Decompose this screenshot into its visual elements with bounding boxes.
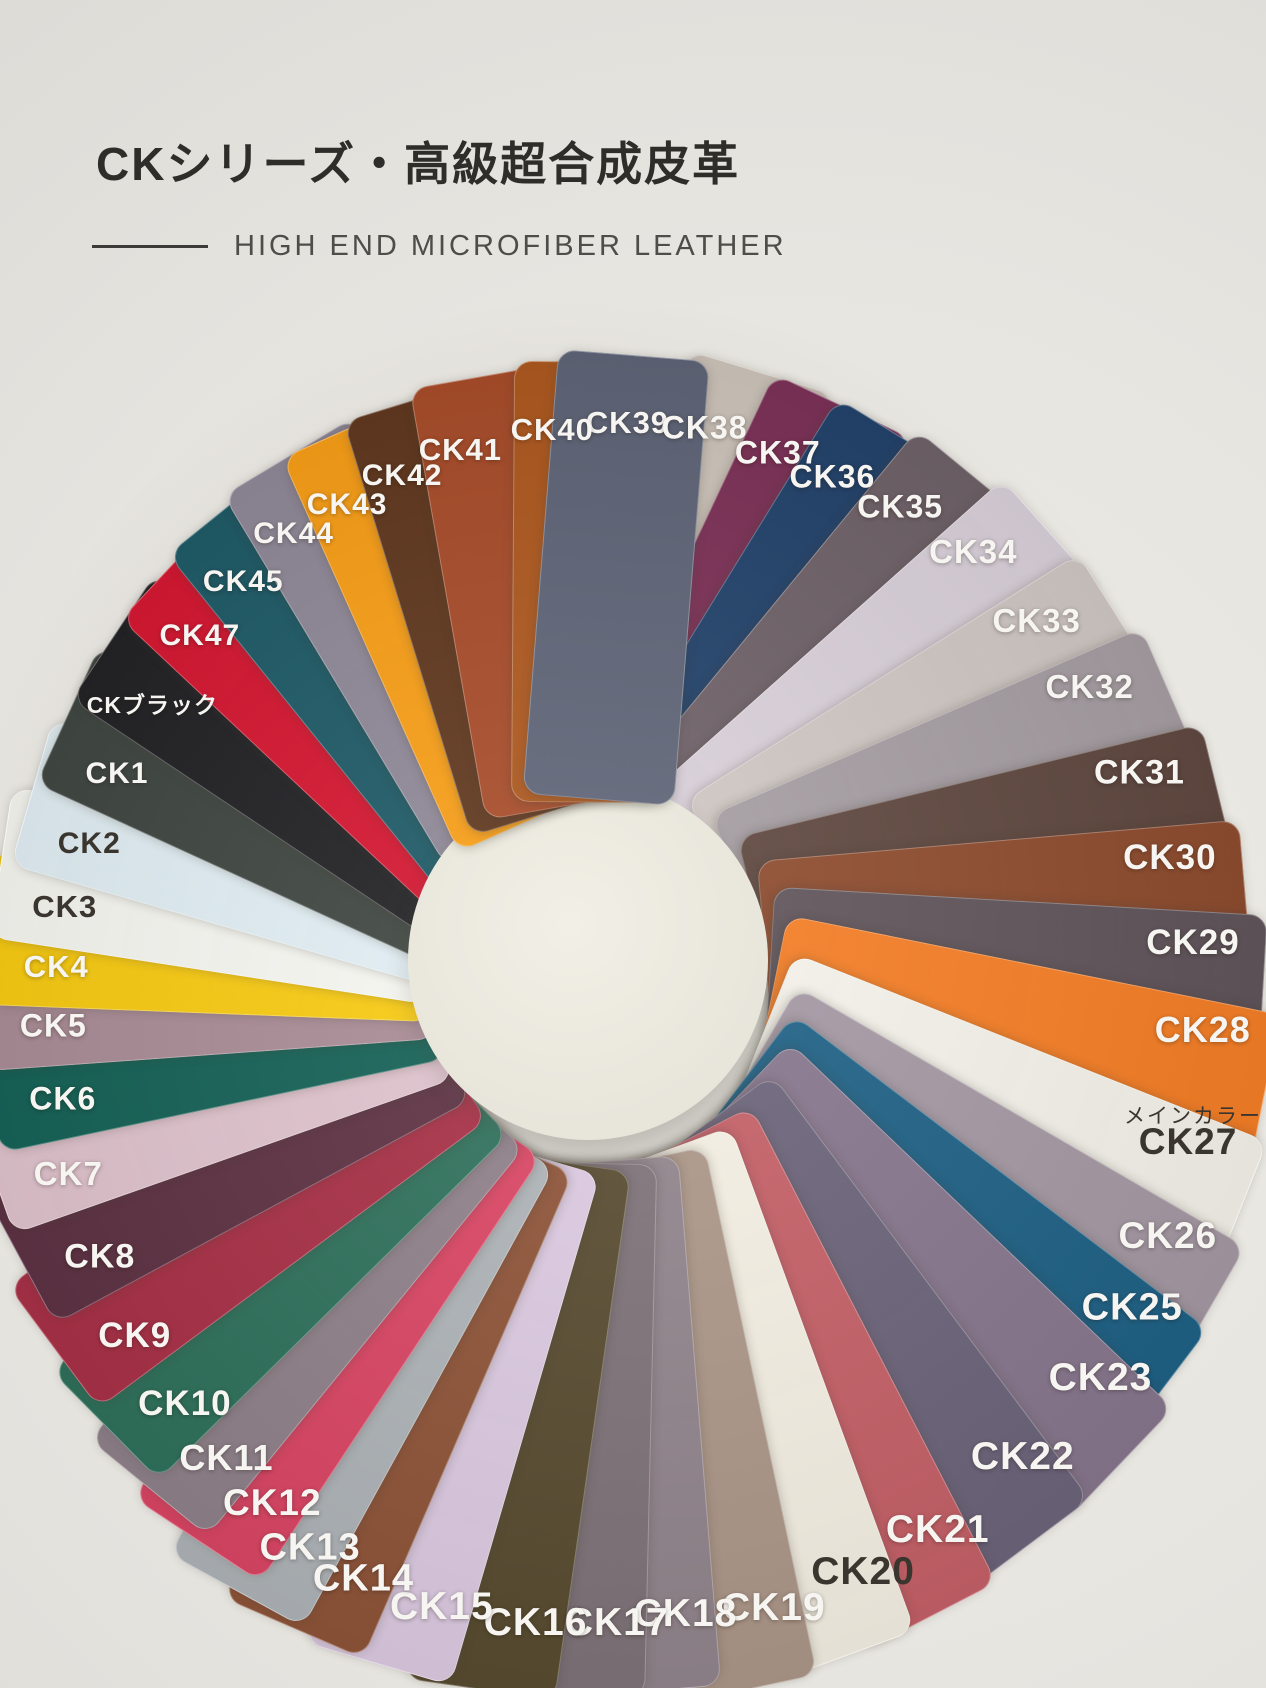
swatch-label-CK44: CK44 [253, 516, 334, 550]
swatch-label-CK43: CK43 [306, 487, 388, 521]
swatch-label-CK4: CK4 [23, 948, 89, 984]
swatch-label-CK38: CK38 [661, 409, 748, 446]
swatch-label-CKブラック: CKブラック [86, 692, 219, 719]
swatch-label-CK19: CK19 [721, 1586, 826, 1630]
swatch-label-CK45: CK45 [202, 565, 284, 599]
swatch-label-CK37: CK37 [734, 434, 821, 471]
swatch-label-CK33: CK33 [992, 601, 1081, 639]
swatch-label-CK10: CK10 [138, 1383, 232, 1423]
swatch-label-CK16: CK16 [483, 1601, 588, 1645]
swatch-label-CK17: CK17 [564, 1601, 669, 1645]
swatch-label-CK21: CK21 [885, 1508, 990, 1552]
swatch-label-CK12: CK12 [222, 1481, 322, 1523]
swatch-label-CK25: CK25 [1081, 1286, 1183, 1329]
swatch-label-CK1: CK1 [85, 757, 149, 791]
swatch-label-CK35: CK35 [857, 488, 944, 525]
swatch-label-CK9: CK9 [98, 1315, 172, 1355]
swatch-label-CK15: CK15 [389, 1584, 494, 1628]
swatch-label-CK22: CK22 [970, 1435, 1075, 1479]
swatch-label-CK2: CK2 [57, 826, 121, 860]
swatch-label-CK11: CK11 [179, 1437, 274, 1479]
subtitle-row: HIGH END MICROFIBER LEATHER [92, 230, 787, 263]
swatch-label-CK26: CK26 [1118, 1214, 1218, 1256]
swatch-label-CK42: CK42 [361, 459, 443, 493]
swatch-label-CK7: CK7 [33, 1154, 103, 1192]
swatch-label-CK23: CK23 [1048, 1355, 1153, 1399]
swatch-label-CK14: CK14 [312, 1557, 415, 1600]
swatch-label-CK31: CK31 [1093, 753, 1185, 792]
swatch-label-CK36: CK36 [789, 458, 876, 495]
swatch-label-CK13: CK13 [259, 1526, 361, 1569]
swatch-label-CK41: CK41 [418, 432, 503, 468]
page-title: CKシリーズ・高級超合成皮革 [96, 138, 741, 190]
swatch-label-CK6: CK6 [29, 1080, 97, 1117]
page-subtitle: HIGH END MICROFIBER LEATHER [234, 230, 787, 262]
swatch-label-CK8: CK8 [64, 1237, 136, 1276]
swatch-label-CK40: CK40 [510, 412, 594, 448]
swatch-label-CK34: CK34 [929, 533, 1018, 571]
swatch-label-CK32: CK32 [1045, 668, 1134, 706]
swatch-label-CK28: CK28 [1154, 1009, 1251, 1051]
swatch-label-CK47: CK47 [159, 618, 241, 652]
swatch-label-CK39: CK39 [585, 404, 670, 440]
swatch-label-CK18: CK18 [633, 1592, 738, 1636]
swatch-label-CK3: CK3 [32, 889, 98, 925]
swatch-label-CK27: CK27 [1138, 1121, 1238, 1163]
swatch-label-CK30: CK30 [1123, 838, 1217, 878]
swatch-label-CK29: CK29 [1146, 922, 1240, 962]
swatch-label-CK5: CK5 [19, 1007, 87, 1044]
main-color-tag: メインカラー [1123, 1105, 1262, 1129]
swatch-label-CK20: CK20 [811, 1549, 915, 1593]
subtitle-divider-line [92, 245, 208, 248]
